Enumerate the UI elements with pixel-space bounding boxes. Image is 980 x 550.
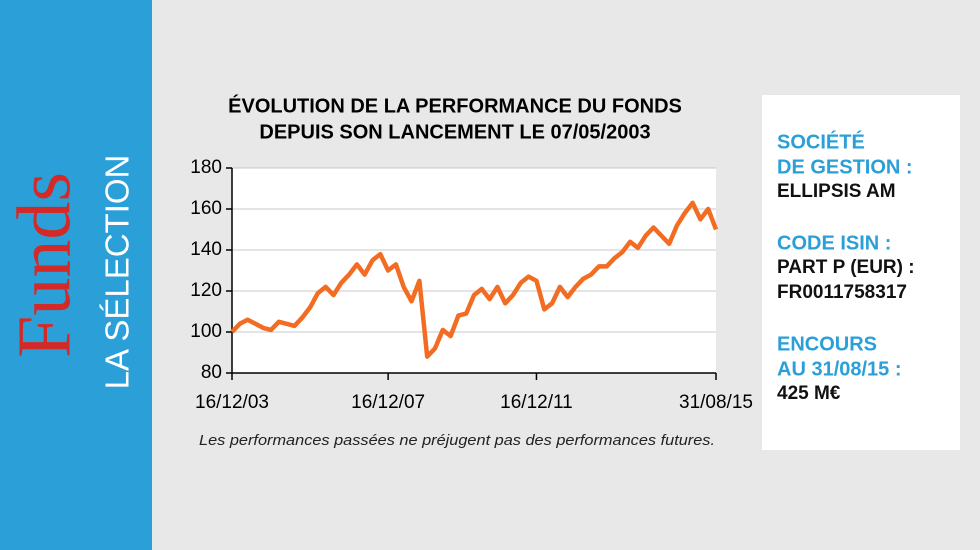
info-label: SOCIÉTÉ (777, 130, 865, 153)
chart-title: ÉVOLUTION DE LA PERFORMANCE DU FONDS (228, 94, 682, 117)
y-tick-label: 140 (190, 239, 222, 260)
info-panel (762, 95, 960, 450)
disclaimer: Les performances passées ne préjugent pa… (199, 432, 715, 449)
chart-title: DEPUIS SON LANCEMENT LE 07/05/2003 (259, 121, 650, 143)
section-title: LA SÉLECTION (99, 155, 136, 390)
x-tick-label: 31/08/15 (679, 392, 753, 413)
y-tick-label: 160 (190, 198, 222, 219)
y-tick-label: 80 (201, 362, 222, 383)
info-label: CODE ISIN : (777, 232, 891, 254)
x-tick-label: 16/12/07 (351, 392, 425, 413)
plot-area (232, 168, 716, 373)
performance-line (230, 200, 719, 359)
y-tick-label: 100 (190, 321, 222, 342)
sidebar (0, 0, 152, 550)
x-tick-label: 16/12/03 (195, 392, 269, 413)
info-value: PART P (EUR) : (777, 257, 915, 278)
x-tick-label: 16/12/11 (500, 392, 573, 413)
y-tick-label: 120 (190, 280, 222, 301)
info-value: 425 M€ (777, 383, 841, 404)
info-label: AU 31/08/15 : (777, 358, 902, 380)
info-value: ELLIPSIS AM (777, 181, 896, 202)
info-value: FR0011758317 (777, 282, 907, 303)
info-label: ENCOURS (777, 333, 877, 355)
info-label: DE GESTION : (777, 156, 913, 178)
brand: Funds (2, 172, 86, 358)
y-tick-label: 180 (190, 157, 222, 178)
